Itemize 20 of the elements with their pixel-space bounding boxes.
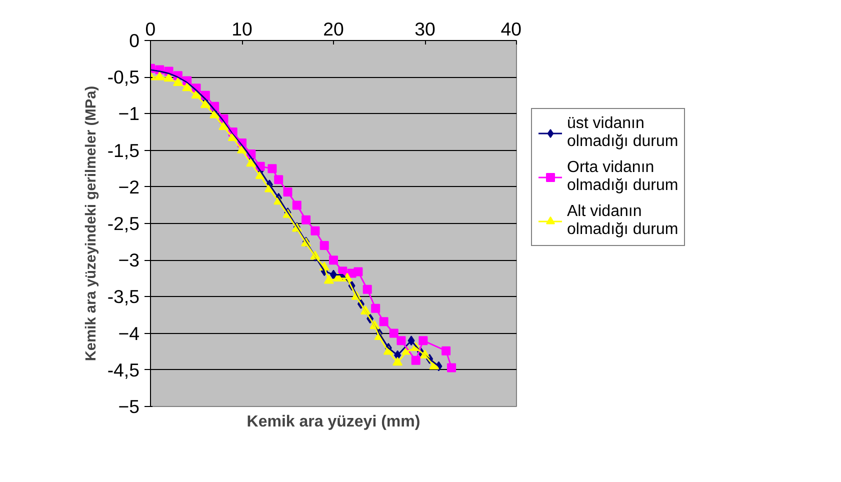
legend-label: üst vidanın olmadığı durum [567,115,678,151]
y-tick-label: −2 [118,176,140,198]
x-tick-label: 30 [414,18,436,40]
x-tick-label: 20 [323,18,344,40]
y-tick-label: -4,5 [107,359,140,380]
y-axis-title: Kemik ara yüzeyindeki gerilmeler (MPa) [83,86,100,362]
y-tick-label: −1 [118,103,140,124]
y-tick-label: −4 [118,322,140,344]
y-tick-label: -2,5 [107,213,140,234]
y-tick-label: -3,5 [107,286,140,308]
y-tick-label: -0,5 [107,66,140,88]
y-tick-label: −5 [118,396,140,417]
legend-label: Orta vidanın olmadığı durum [567,159,678,195]
x-tick-label: 40 [500,18,522,40]
y-tick-label: -1,5 [107,140,140,161]
legend-label: Alt vidanın olmadığı durum [567,203,678,239]
x-tick-label: 10 [232,18,252,40]
y-tick-label: −3 [118,250,140,271]
x-tick-label: 0 [145,18,156,40]
x-axis-title: Kemik ara yüzeyi (mm) [246,414,420,430]
